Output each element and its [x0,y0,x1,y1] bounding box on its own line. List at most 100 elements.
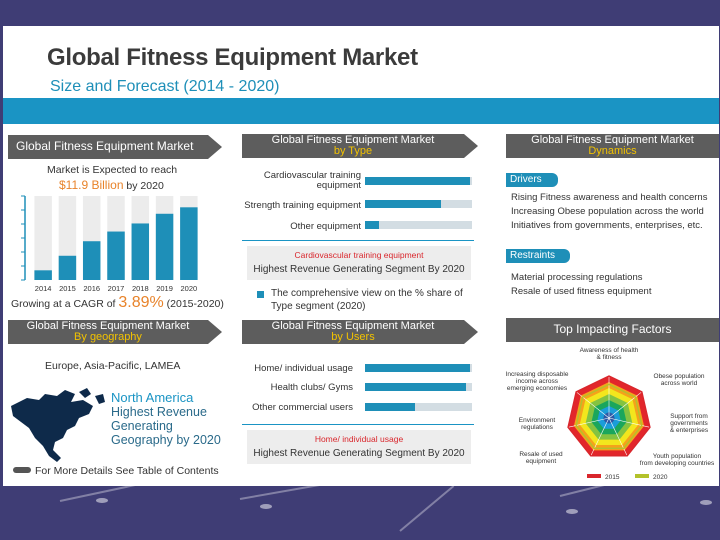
users-panel-subtitle: by Users [331,331,375,343]
users-item-label: Other commercial users [252,402,353,413]
users-divider [242,424,474,425]
radar-spoke [608,417,651,428]
users-item-label: Health clubs/ Gyms [270,382,353,393]
x-tick-label: 2015 [59,284,76,293]
users-bar [365,383,466,391]
type-legend-icon [257,291,264,298]
bar [155,213,174,280]
type-highlight-text: Highest Revenue Generating Segment By 20… [253,264,465,275]
type-bar-track [365,200,472,208]
geo-highlight-line2: Generating [111,419,173,433]
bar [107,231,125,280]
users-bar-track [365,364,472,372]
radar-spoke [608,417,628,456]
users-highlight-text: Highest Revenue Generating Segment By 20… [253,448,465,459]
cagr-line: Growing at a CAGR of 3.89% (2015-2020) [11,294,224,312]
top-band [3,98,719,124]
type-divider [242,240,474,241]
market-panel-title: Global Fitness Equipment Market [16,139,194,153]
radar-axis-label: Resale of used equipment [519,451,563,465]
type-bar [365,221,379,229]
dynamics-panel-subtitle: Dynamics [588,145,637,157]
type-bar-track [365,221,472,229]
cagr-value: 3.89% [118,294,164,311]
radar-spoke [608,391,643,419]
x-tick-label: 2020 [181,284,198,293]
legend-swatch [635,474,649,478]
radar-axis-label: Awareness of health & fitness [580,347,639,361]
restraints-tag: Restraints [506,249,570,263]
radar-series-2015 [567,375,651,457]
x-tick-label: 2014 [35,284,52,293]
users-panel-title: Global Fitness Equipment Market [271,320,435,332]
dynamics-panel-header: Global Fitness Equipment Market Dynamics [506,134,719,158]
cagr-range: (2015-2020) [163,298,224,310]
radar-axis-label: Increasing disposable income across emergi… [506,371,569,392]
page-title: Global Fitness Equipment Market [47,44,418,71]
radar-series-2020 [575,383,643,449]
market-bar-chart: 2014 2015 2016 2017 2018 2019 2020 [21,195,198,293]
radar-spoke [575,391,610,419]
factors-panel-title: Top Impacting Factors [553,322,672,336]
driver-item: Initiatives from governments, enterprise… [511,220,703,231]
toc-link[interactable]: For More Details See Table of Contents [35,465,219,477]
radar-axis-label: Obese population across world [654,373,705,387]
type-item-label: Strength training equipment [244,200,361,211]
restraint-item: Resale of used fitness equipment [511,286,652,297]
dynamics-panel-title: Global Fitness Equipment Market [531,134,694,146]
factors-panel-header: Top Impacting Factors [506,318,719,342]
radar-axis-label: Environment regulations [519,417,556,431]
radar-spoke [567,417,610,428]
type-item-label: Other equipment [290,221,361,232]
type-legend-line1: The comprehensive view on the % share of [271,288,463,299]
geo-highlight-region: North America [111,390,194,405]
bar [34,270,52,280]
users-highlight-box: Home/ individual usage Highest Revenue G… [247,430,471,464]
bar [131,223,150,280]
type-bar-track [365,177,472,185]
radar-axis-label: Support from governments & enterprises [670,413,709,434]
users-bar-track [365,383,472,391]
slide: Global Fitness Equipment Market Size and… [3,26,719,486]
legend-label: 2015 [605,474,620,481]
geo-highlight-line3: Geography by 2020 [111,433,221,447]
bar [180,207,198,280]
bar-track [34,196,52,280]
geo-panel-header: Global Fitness Equipment Market By geogr… [8,320,222,344]
users-bar [365,403,416,411]
radar-spoke [590,417,610,456]
users-highlight-segment: Home/ individual usage [314,434,404,444]
restraint-item: Material processing regulations [511,272,643,283]
factors-radar-chart: Awareness of health & fitness Obese popula… [506,347,715,481]
type-panel-subtitle: by Type [333,145,373,157]
type-panel-header: Global Fitness Equipment Market by Type [242,134,478,158]
legend-label: 2020 [653,474,668,481]
x-tick-label: 2018 [132,284,149,293]
legend-swatch [587,474,601,478]
type-highlight-box: Cardiovascular training equipment Highes… [247,246,471,280]
geo-panel-title: Global Fitness Equipment Market [26,320,190,332]
type-legend-line2: Type segment (2020) [271,301,366,312]
radar-axis-label: Youth population from developing countrie… [640,453,715,467]
x-tick-label: 2016 [83,284,100,293]
drivers-tag: Drivers [506,173,558,187]
type-highlight-segment: Cardiovascular training equipment [294,250,424,260]
north-america-map-icon [11,388,105,462]
x-tick-label: 2017 [108,284,125,293]
geo-regions: Europe, Asia-Pacific, LAMEA [45,360,181,372]
users-bar [365,364,470,372]
type-item-label: Cardiovascular training equipment [263,170,361,191]
toc-pointer-icon [13,467,31,473]
driver-item: Increasing Obese population across the w… [511,206,704,217]
market-panel-header: Global Fitness Equipment Market [8,135,222,159]
x-tick-label: 2019 [156,284,173,293]
market-expected-text: Market is Expected to reach [47,164,178,176]
geo-panel-subtitle: By geography [74,331,142,343]
type-bar [365,200,441,208]
market-value: $11.9 Billion [59,178,124,192]
users-panel-header: Global Fitness Equipment Market by Users [242,320,478,344]
bar [58,255,77,280]
cagr-prefix: Growing at a CAGR of [11,298,119,310]
users-item-label: Home/ individual usage [254,363,353,374]
driver-item: Rising Fitness awareness and health conc… [511,192,708,203]
